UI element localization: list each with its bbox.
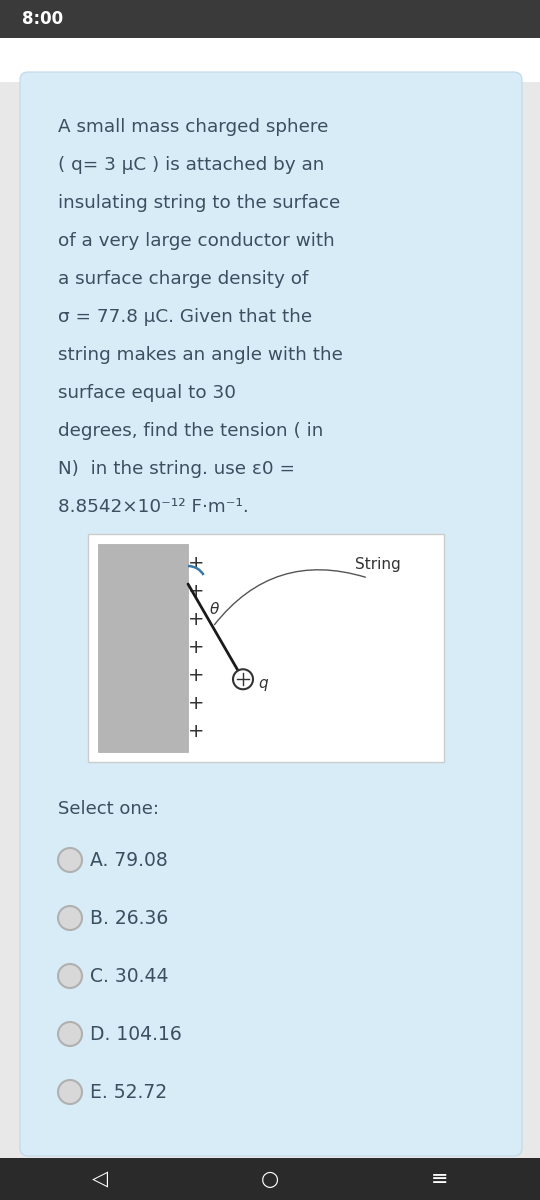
Text: q: q (258, 676, 268, 691)
FancyBboxPatch shape (88, 534, 444, 762)
Text: σ = 77.8 μC. Given that the: σ = 77.8 μC. Given that the (58, 308, 312, 326)
Text: E. 52.72: E. 52.72 (90, 1082, 167, 1102)
Text: C. 30.44: C. 30.44 (90, 966, 168, 985)
FancyBboxPatch shape (0, 0, 540, 38)
Text: N)  in the string. use ε0 =: N) in the string. use ε0 = (58, 460, 295, 478)
Text: insulating string to the surface: insulating string to the surface (58, 194, 340, 212)
Circle shape (58, 1080, 82, 1104)
FancyBboxPatch shape (0, 38, 540, 82)
Circle shape (58, 906, 82, 930)
Text: degrees, find the tension ( in: degrees, find the tension ( in (58, 422, 323, 440)
Text: ≡: ≡ (431, 1169, 449, 1189)
Text: +: + (188, 666, 204, 685)
Text: +: + (188, 554, 204, 572)
FancyBboxPatch shape (0, 1158, 540, 1200)
Text: of a very large conductor with: of a very large conductor with (58, 232, 335, 250)
Text: String: String (355, 557, 401, 571)
Text: +: + (188, 694, 204, 713)
Text: D. 104.16: D. 104.16 (90, 1025, 182, 1044)
FancyBboxPatch shape (98, 544, 188, 752)
Text: Select one:: Select one: (58, 800, 159, 818)
Text: 8.8542×10⁻¹² F·m⁻¹.: 8.8542×10⁻¹² F·m⁻¹. (58, 498, 249, 516)
Text: 8:00: 8:00 (22, 10, 63, 28)
Circle shape (233, 670, 253, 689)
Text: +: + (188, 610, 204, 629)
Circle shape (58, 848, 82, 872)
Text: A small mass charged sphere: A small mass charged sphere (58, 118, 328, 136)
Text: string makes an angle with the: string makes an angle with the (58, 346, 343, 364)
Text: +: + (188, 722, 204, 740)
Text: a surface charge density of: a surface charge density of (58, 270, 308, 288)
Text: ( q= 3 μC ) is attached by an: ( q= 3 μC ) is attached by an (58, 156, 325, 174)
Text: θ: θ (210, 602, 219, 618)
Text: A. 79.08: A. 79.08 (90, 851, 168, 870)
Text: ◁: ◁ (92, 1169, 108, 1189)
Circle shape (58, 964, 82, 988)
Text: ○: ○ (261, 1169, 279, 1189)
Circle shape (58, 1022, 82, 1046)
Text: +: + (188, 582, 204, 601)
Text: +: + (188, 638, 204, 658)
Text: surface equal to 30: surface equal to 30 (58, 384, 236, 402)
FancyBboxPatch shape (20, 72, 522, 1156)
Text: B. 26.36: B. 26.36 (90, 908, 168, 928)
